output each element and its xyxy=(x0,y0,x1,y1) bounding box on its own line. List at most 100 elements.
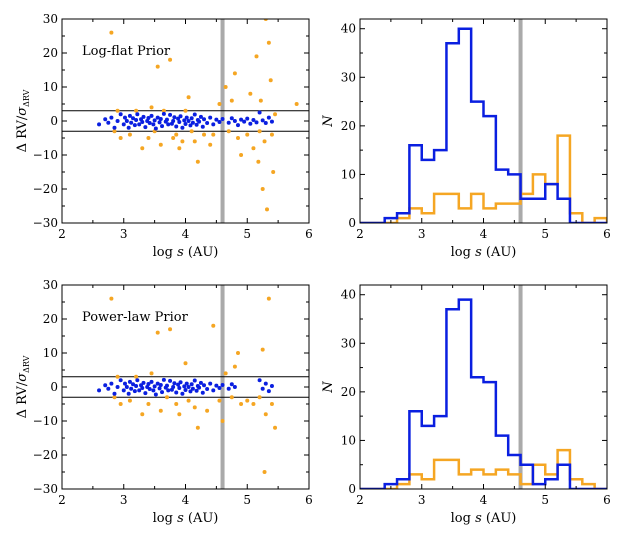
blue-point xyxy=(160,390,165,395)
blue-point xyxy=(194,388,199,393)
x-tick-label: 2 xyxy=(356,227,364,241)
blue-point xyxy=(177,386,182,391)
blue-point xyxy=(202,383,207,388)
blue-point xyxy=(172,115,177,120)
orange-point xyxy=(164,395,169,400)
blue-point xyxy=(161,111,166,116)
orange-point xyxy=(263,412,268,417)
orange-point xyxy=(115,374,120,379)
orange-point xyxy=(265,207,270,212)
blue-point xyxy=(134,117,139,122)
orange-point xyxy=(192,139,197,144)
orange-point xyxy=(134,374,139,379)
scatter-powerlaw-panel: Power-law Prior 2 3 4 5 6 −30 −20 −10 0 10 20 30 log … xyxy=(15,278,313,526)
y-tick-label: −10 xyxy=(33,148,58,162)
x-axis-label: log s (AU) xyxy=(153,511,219,526)
y-tick-label: 0 xyxy=(50,114,58,128)
blue-point xyxy=(172,381,177,386)
x-axis-label: log s (AU) xyxy=(451,511,517,526)
blue-point xyxy=(109,381,114,386)
blue-point xyxy=(137,388,142,393)
orange-point xyxy=(239,402,244,406)
blue-point xyxy=(149,379,154,384)
orange-point xyxy=(235,136,240,140)
plot-area xyxy=(360,19,607,223)
blue-point xyxy=(143,391,148,396)
orange-point xyxy=(262,470,267,474)
orange-point xyxy=(109,296,114,301)
blue-point xyxy=(254,120,259,125)
blue-point xyxy=(183,388,188,393)
blue-point xyxy=(146,381,151,386)
x-tick-label: 4 xyxy=(182,227,190,241)
blue-point xyxy=(134,383,139,388)
plot-area xyxy=(360,285,607,489)
blue-point xyxy=(211,388,216,393)
blue-point xyxy=(132,123,137,128)
blue-point xyxy=(194,122,199,127)
hist-powerlaw-panel: 2 3 4 5 6 0 10 20 30 40 log s (AU) N xyxy=(321,284,611,526)
blue-point xyxy=(192,112,197,117)
blue-point xyxy=(217,386,222,391)
orange-point xyxy=(158,408,163,413)
x-tick-label: 5 xyxy=(541,227,549,241)
y-axis-label: N xyxy=(321,115,336,128)
scatter-logflat-panel: Log-flat Prior 2 3 4 5 6 −30 −20 −10 0 10 20 30 log s… xyxy=(15,12,313,260)
y-tick-label: −30 xyxy=(33,216,58,230)
y-tick-label: 20 xyxy=(341,119,356,133)
orange-point xyxy=(260,347,265,352)
orange-point xyxy=(174,132,179,137)
blue-point xyxy=(132,389,137,394)
blue-point xyxy=(248,121,253,126)
orange-point xyxy=(268,78,273,83)
blue-point xyxy=(266,389,271,394)
blue-point xyxy=(118,378,123,383)
blue-point xyxy=(157,386,162,391)
x-axis-label: log s (AU) xyxy=(153,245,219,260)
orange-point xyxy=(217,398,222,403)
orange-point xyxy=(186,398,191,403)
orange-point xyxy=(229,395,234,400)
blue-point xyxy=(174,124,179,129)
blue-point xyxy=(178,114,183,119)
blue-point xyxy=(124,119,129,123)
blue-point xyxy=(129,386,134,391)
orange-point xyxy=(251,146,256,151)
blue-point xyxy=(220,382,225,387)
blue-point xyxy=(155,115,160,120)
blue-point xyxy=(151,388,156,393)
orange-point xyxy=(168,57,173,62)
y-tick-label: 10 xyxy=(43,80,58,94)
y-tick-label: 0 xyxy=(348,482,356,496)
blue-point xyxy=(106,386,111,391)
prior-label: Log-flat Prior xyxy=(82,44,171,59)
blue-point xyxy=(122,115,127,120)
blue-point xyxy=(178,380,183,385)
blue-point xyxy=(118,112,123,117)
y-tick-label: 40 xyxy=(341,288,356,302)
x-tick-label: 4 xyxy=(480,227,488,241)
orange-point xyxy=(112,129,117,134)
orange-point xyxy=(118,402,123,406)
orange-point xyxy=(269,132,274,137)
orange-point xyxy=(262,139,267,144)
orange-point xyxy=(140,146,145,151)
orange-point xyxy=(171,136,176,140)
hist-logflat-panel: 2 3 4 5 6 0 10 20 30 40 log s (AU) N xyxy=(321,18,611,260)
blue-point xyxy=(198,380,203,385)
blue-point xyxy=(106,120,111,125)
blue-point xyxy=(190,120,195,125)
x-tick-label: 3 xyxy=(120,493,128,507)
blue-point xyxy=(126,125,131,130)
orange-point xyxy=(177,412,182,417)
blue-point xyxy=(164,383,169,388)
blue-point xyxy=(232,119,237,123)
blue-point xyxy=(200,390,205,395)
blue-point xyxy=(112,391,117,396)
blue-point xyxy=(220,116,225,121)
orange-point xyxy=(235,351,240,355)
x-tick-label: 3 xyxy=(418,227,426,241)
blue-point xyxy=(141,380,146,385)
plot-area xyxy=(62,19,309,223)
y-axis-label: Δ RV/σΔRV xyxy=(15,355,31,418)
